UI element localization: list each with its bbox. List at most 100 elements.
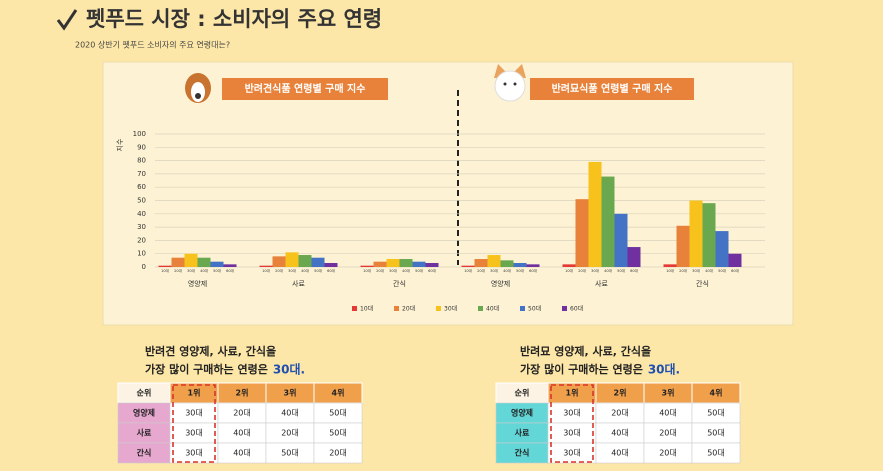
bar-age-label: 40대 [503,268,511,273]
y-tick-label: 40 [137,210,146,218]
highlight-box [172,384,216,463]
bar-age-label: 60대 [226,268,234,273]
bar [461,265,475,267]
bar [562,264,576,267]
x-tick-label: 영양제 [491,279,510,288]
legend-swatch [520,306,525,311]
legend-label: 50대 [528,305,541,313]
bar-age-label: 20대 [578,268,586,273]
bar [702,203,716,267]
bar [285,252,299,267]
cell-text: 20대 [329,449,347,458]
legend-swatch [478,306,483,311]
header-text: 순위 [137,388,152,398]
bar [588,161,602,267]
cell-text: 간식 [137,448,152,458]
bar-age-label: 50대 [516,268,524,273]
bar-age-label: 30대 [187,268,195,273]
bar [689,200,703,267]
header-text: 1위 [188,388,201,398]
cell-text: 영양제 [511,408,533,418]
bar [487,255,501,267]
cell-text: 20대 [281,429,299,438]
cell-text: 사료 [515,428,530,438]
bar [171,257,185,267]
bar [210,261,224,267]
bar [474,259,488,267]
header-text: 3위 [662,388,675,398]
cell-text: 20대 [659,429,677,438]
legend-swatch [394,306,399,311]
cell-text: 40대 [233,449,251,458]
y-tick-label: 100 [133,130,146,138]
panel-title: 반려묘식품 연령별 구매 지수 [552,82,673,95]
bar [311,257,325,267]
cell-text: 영양제 [133,408,155,418]
cell-text: 30대 [563,429,581,438]
cell-text: 50대 [707,409,725,418]
cell-text: 40대 [611,449,629,458]
bar-age-label: 40대 [402,268,410,273]
bar [399,259,413,267]
cell-text: 40대 [611,429,629,438]
cell-text: 30대 [563,409,581,418]
cell-text: 50대 [707,429,725,438]
cell-text: 40대 [281,409,299,418]
cell-text: 사료 [137,428,152,438]
legend-swatch [562,306,567,311]
bar [197,257,211,267]
cell-text: 40대 [233,429,251,438]
bar-age-label: 50대 [415,268,423,273]
bar-age-label: 40대 [604,268,612,273]
x-tick-label: 사료 [292,279,305,288]
summary-line: 반려묘 영양제, 사료, 간식을 [520,344,651,358]
bar [184,253,198,267]
bar-age-label: 50대 [718,268,726,273]
bar [298,255,312,267]
bar [259,265,273,267]
bar-age-label: 40대 [301,268,309,273]
highlight-box [550,384,594,463]
bar [223,264,237,267]
panel-title-box [222,78,388,100]
cat-icon [494,64,526,102]
bar [676,225,690,267]
bar-age-label: 50대 [617,268,625,273]
table-cell [313,442,363,464]
bar [373,261,387,267]
cell-text: 50대 [707,449,725,458]
table-cell [691,442,741,464]
x-tick-label: 영양제 [188,279,207,288]
bar [627,247,641,267]
y-tick-label: 50 [137,197,146,205]
cell-text: 30대 [563,449,581,458]
bar-age-label: 10대 [262,268,270,273]
bar [272,256,286,267]
bar [663,264,677,267]
title: 펫푸드 시장 : 소비자의 주요 연령 [86,7,382,31]
check-icon [56,9,78,31]
header-text: 2위 [236,388,249,398]
cell-text: 50대 [329,429,347,438]
bar-age-label: 10대 [161,268,169,273]
chart-panel [102,61,794,326]
bar-age-label: 30대 [490,268,498,273]
bar-age-label: 10대 [565,268,573,273]
legend-label: 40대 [486,305,499,313]
y-tick-label: 60 [137,183,146,191]
bar [601,176,615,267]
subtitle: 2020 상반기 펫푸드 소비자의 주요 연령대는? [75,40,230,50]
legend-swatch [436,306,441,311]
bar-age-label: 20대 [679,268,687,273]
x-tick-label: 사료 [595,279,608,288]
legend-swatch [352,306,357,311]
bar-age-label: 30대 [692,268,700,273]
bar-age-label: 10대 [666,268,674,273]
cell-text: 30대 [185,449,203,458]
summary-emphasis: 30대. [273,363,305,377]
bar-age-label: 50대 [213,268,221,273]
summary-line: 가장 많이 구매하는 연령은 [520,362,643,376]
summary-line: 가장 많이 구매하는 연령은 [145,362,268,376]
legend-label: 20대 [402,305,415,313]
bar [715,231,729,267]
